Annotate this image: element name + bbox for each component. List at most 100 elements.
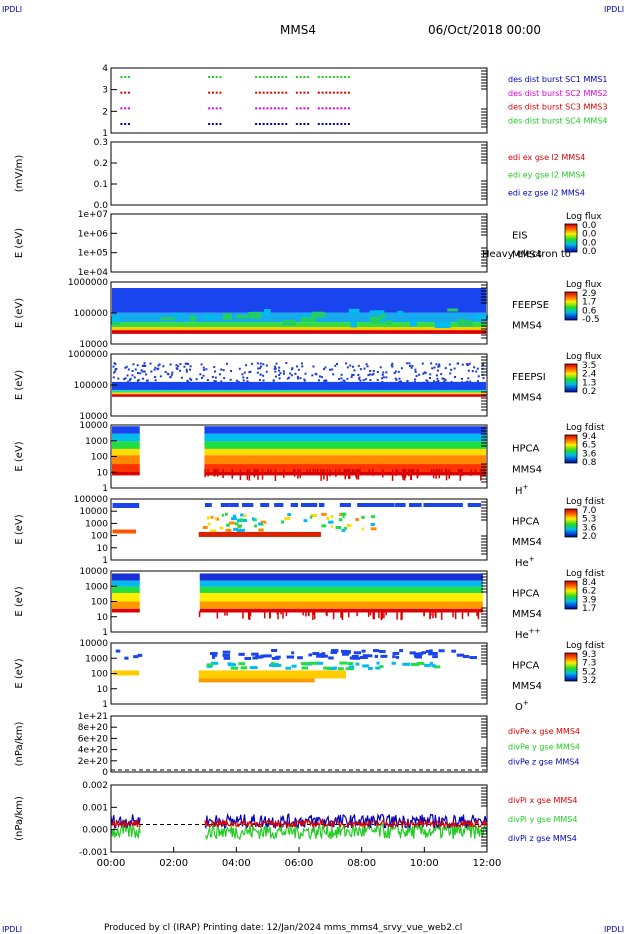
hpca-o-heatmap-pixel (330, 650, 338, 654)
feepsi-heatmap-pixel (430, 362, 433, 365)
hpca-h-heatmap-streak (329, 469, 331, 477)
feepsi-heatmap-pixel (154, 379, 157, 382)
hpca-hepp-heatmap-band (199, 586, 483, 593)
hpca-hepp-heatmap-band (112, 601, 140, 609)
feepsi-heatmap-pixel (141, 370, 144, 373)
hpca-he-heatmap-pixel (453, 503, 463, 507)
hpca-o-heatmap-pixel (300, 662, 309, 666)
feepsi-heatmap-pixel (312, 365, 315, 368)
hpca-he-heatmap-pixel (475, 503, 481, 507)
hpca-o-heatmap-pixel (399, 649, 404, 653)
burst-marker (211, 107, 214, 110)
feepsi-heatmap-pixel (265, 370, 268, 373)
hpca-hepp-spacecraft: MMS4 (512, 609, 542, 620)
feepsi-heatmap-pixel (114, 370, 117, 373)
hpca-h-heatmap-streak (372, 469, 374, 476)
feepse-heatmap-patch (379, 314, 386, 318)
feepsi-heatmap-pixel (338, 378, 341, 381)
hpca-h-ytick-label: 100 (91, 453, 108, 463)
burst-marker (277, 91, 280, 94)
hpca-o-heatmap-pixel (429, 661, 433, 665)
feepsi-heatmap-pixel (304, 372, 307, 375)
burst-marker (120, 91, 123, 94)
burst-marker (120, 76, 123, 78)
hpca-h-heatmap-streak (417, 469, 419, 477)
feepsi-heatmap-pixel (185, 370, 188, 373)
hpca-o-heatmap-pixel (348, 665, 355, 669)
hpca-h-species: H+ (515, 483, 529, 497)
feepse-heatmap-patch (409, 320, 417, 327)
hpca-h-heatmap-band (204, 448, 486, 456)
hpca-o-heatmap-pixel (416, 661, 425, 665)
feepsi-heatmap-pixel (238, 367, 241, 370)
feepsi-heatmap-pixel (340, 377, 343, 380)
feepsi-heatmap-pixel (274, 375, 277, 378)
hpca-o-heatmap-pixel (332, 666, 337, 670)
feepse-ytick-label: 1000000 (68, 278, 108, 288)
time-tick-label: 08:00 (347, 858, 376, 869)
hpca-o-heatmap-pixel (424, 663, 431, 667)
hpca-he-heatmap-pixel (204, 503, 210, 507)
hpca-he-ytick-label: 1 (102, 556, 108, 566)
hpca-hepp-heatmap-streak (401, 611, 403, 620)
hpca-h-heatmap-streak (343, 469, 346, 473)
burst-marker (332, 91, 335, 94)
hpca-o-heatmap-pixel (342, 652, 349, 656)
hpca-he-heatmap-pixel (229, 503, 239, 507)
feepsi-heatmap-pixel (359, 368, 362, 371)
feepsi-heatmap-pixel (335, 362, 338, 365)
feepsi-heatmap-pixel (175, 364, 178, 367)
hpca-he-heatmap-pixel (339, 503, 349, 507)
feepsi-heatmap-pixel (315, 373, 318, 376)
feepsi-heatmap-pixel (223, 377, 226, 380)
feepsi-heatmap-pixel (246, 380, 249, 383)
hpca-o-heatmap-pixel (240, 666, 248, 670)
feepsi-heatmap-pixel (222, 369, 225, 372)
feepsi-heatmap-pixel (154, 366, 157, 369)
burst-marker (266, 123, 269, 125)
feepsi-ytick-label: 10000 (79, 412, 108, 422)
eis-ylabel: E (eV) (14, 228, 25, 258)
feepsi-heatmap-pixel (137, 372, 140, 375)
hpca-hepp-heatmap-streak (341, 611, 344, 621)
hpca-he-heatmap-pixel (386, 503, 395, 507)
feepsi-heatmap-pixel (273, 367, 276, 370)
feepsi-heatmap-pixel (410, 366, 413, 369)
hpca-o-heatmap-pixel (451, 649, 456, 653)
hpca-hepp-heatmap-streak (423, 611, 425, 616)
feepsi-heatmap-pixel (346, 377, 349, 380)
feepsi-heatmap-pixel (476, 380, 479, 383)
feepsi-heatmap-pixel (154, 375, 157, 378)
burst-marker (211, 91, 214, 94)
hpca-o-heatmap-pixel (409, 651, 416, 655)
feepse-spacecraft: MMS4 (512, 321, 542, 332)
feepsi-heatmap-pixel (180, 376, 183, 379)
hpca-o-ytick-label: 1000 (85, 654, 108, 664)
hpca-o-heatmap-pixel (286, 655, 295, 659)
feepsi-heatmap-pixel (429, 373, 432, 376)
feepsi-heatmap-pixel (220, 380, 223, 383)
hpca-o-heatmap-pixel (418, 652, 424, 656)
feepsi-heatmap-pixel (286, 377, 289, 380)
hpca-he-heatmap-pixel (303, 519, 308, 523)
feepse-heatmap-patch (189, 315, 197, 322)
feepsi-heatmap-pixel (395, 378, 398, 381)
hpca-he-heatmap-pixel (321, 524, 327, 528)
feepsi-heatmap-band (112, 394, 486, 397)
hpca-hepp-heatmap-streak (454, 611, 457, 620)
hpca-he-heatmap-pixel (361, 527, 364, 531)
feepsi-heatmap-pixel (242, 376, 245, 379)
hpca-hepp-heatmap-streak (430, 611, 432, 616)
feepsi-heatmap-pixel (467, 377, 470, 380)
hpca-h-heatmap-band (112, 464, 140, 472)
hpca-o-heatmap-pixel (264, 654, 272, 658)
hpca-he-ytick-label: 1000 (85, 519, 108, 529)
hpca-o-heatmap-pixel (249, 666, 258, 670)
eis-ytick-label: 1e+05 (78, 249, 108, 259)
feepsi-heatmap-pixel (301, 365, 304, 368)
hpca-he-heatmap-pixel (215, 517, 219, 521)
hpca-h-heatmap-streak (293, 469, 296, 477)
burst-marker (215, 91, 218, 94)
hpca-he-heatmap-pixel (252, 517, 255, 521)
burst-marker (299, 123, 302, 125)
